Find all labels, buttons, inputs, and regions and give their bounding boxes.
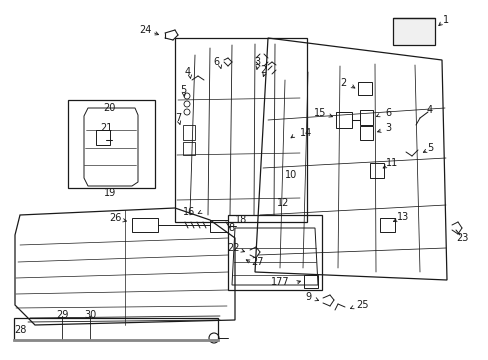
Bar xyxy=(183,125,195,140)
Text: 29: 29 xyxy=(56,310,68,320)
Text: 2: 2 xyxy=(259,65,265,75)
Text: 28: 28 xyxy=(14,325,26,335)
Text: 6: 6 xyxy=(212,57,219,67)
Text: 7: 7 xyxy=(175,113,181,123)
Bar xyxy=(359,110,372,125)
Text: 27: 27 xyxy=(251,257,264,267)
Text: 2: 2 xyxy=(339,78,346,88)
Bar xyxy=(304,275,317,288)
Bar xyxy=(357,82,371,95)
Text: 30: 30 xyxy=(84,310,96,320)
Text: 14: 14 xyxy=(299,128,312,138)
Bar xyxy=(359,126,372,140)
Bar xyxy=(183,142,195,155)
Text: 5: 5 xyxy=(426,143,432,153)
Text: 5: 5 xyxy=(180,85,186,95)
Text: 22: 22 xyxy=(226,243,239,253)
Bar xyxy=(209,220,227,232)
Text: 26: 26 xyxy=(109,213,121,223)
Bar xyxy=(96,130,110,145)
Text: 177: 177 xyxy=(270,277,289,287)
Text: 6: 6 xyxy=(384,108,390,118)
Text: 4: 4 xyxy=(184,67,191,77)
Bar xyxy=(369,163,383,178)
Text: 20: 20 xyxy=(103,103,115,113)
Bar xyxy=(227,215,321,290)
Bar xyxy=(132,218,158,232)
Text: 8: 8 xyxy=(227,223,234,233)
Bar xyxy=(175,38,306,222)
Text: 9: 9 xyxy=(305,292,310,302)
Text: 15: 15 xyxy=(313,108,325,118)
Text: 11: 11 xyxy=(385,158,397,168)
Text: 19: 19 xyxy=(103,188,116,198)
Text: 25: 25 xyxy=(355,300,368,310)
Text: 21: 21 xyxy=(100,123,112,133)
Text: 3: 3 xyxy=(253,57,260,67)
Bar xyxy=(14,318,218,340)
Text: 12: 12 xyxy=(276,198,289,208)
Text: 13: 13 xyxy=(396,212,408,222)
Text: 1: 1 xyxy=(442,15,448,25)
Text: 24: 24 xyxy=(139,25,151,35)
Text: 23: 23 xyxy=(455,233,467,243)
Text: 4: 4 xyxy=(426,105,432,115)
Bar xyxy=(68,100,155,188)
Text: 16: 16 xyxy=(183,207,195,217)
Text: 10: 10 xyxy=(285,170,297,180)
Text: 18: 18 xyxy=(235,215,247,225)
Bar xyxy=(335,112,351,128)
Bar xyxy=(392,18,434,45)
Text: 3: 3 xyxy=(384,123,390,133)
Bar xyxy=(379,218,394,232)
